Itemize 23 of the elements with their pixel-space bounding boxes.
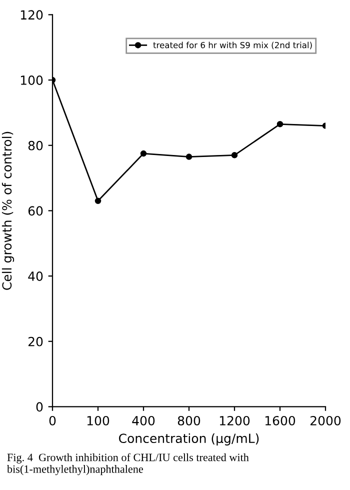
point bbox=[276, 121, 284, 128]
y-axis-title: Cell growth (% of control) bbox=[2, 132, 14, 290]
x-tick-label: 400 bbox=[132, 416, 155, 426]
point bbox=[140, 150, 147, 157]
x-tick-label: 2000 bbox=[310, 416, 341, 426]
y-tick-label: 100 bbox=[20, 76, 43, 85]
y-tick-label: 60 bbox=[28, 206, 43, 216]
y-tick-label: 20 bbox=[28, 336, 43, 346]
point bbox=[94, 198, 102, 204]
x-axis-title: Concentration (μg/mL) bbox=[119, 433, 259, 446]
y-tick-label: 80 bbox=[28, 140, 43, 150]
y-tick-label: 40 bbox=[28, 272, 43, 281]
y-tick-label: 120 bbox=[20, 10, 43, 20]
point bbox=[231, 152, 238, 158]
x-tick-label: 1200 bbox=[220, 416, 250, 426]
x-tick-label: 800 bbox=[178, 416, 200, 426]
caption: Fig. 4 Growth inhibition of CHL/IU cells treated with bis(1-methylethyl)naphthalene bbox=[7, 453, 249, 476]
legend-label: treated for 6 hr with S9 mix (2nd trial) bbox=[153, 42, 312, 50]
x-tick-label: 0 bbox=[49, 416, 56, 426]
x-tick-label: 1600 bbox=[265, 416, 296, 426]
y-tick-label: 0 bbox=[36, 402, 43, 412]
point bbox=[186, 154, 192, 160]
x-tick-label: 100 bbox=[87, 416, 110, 426]
